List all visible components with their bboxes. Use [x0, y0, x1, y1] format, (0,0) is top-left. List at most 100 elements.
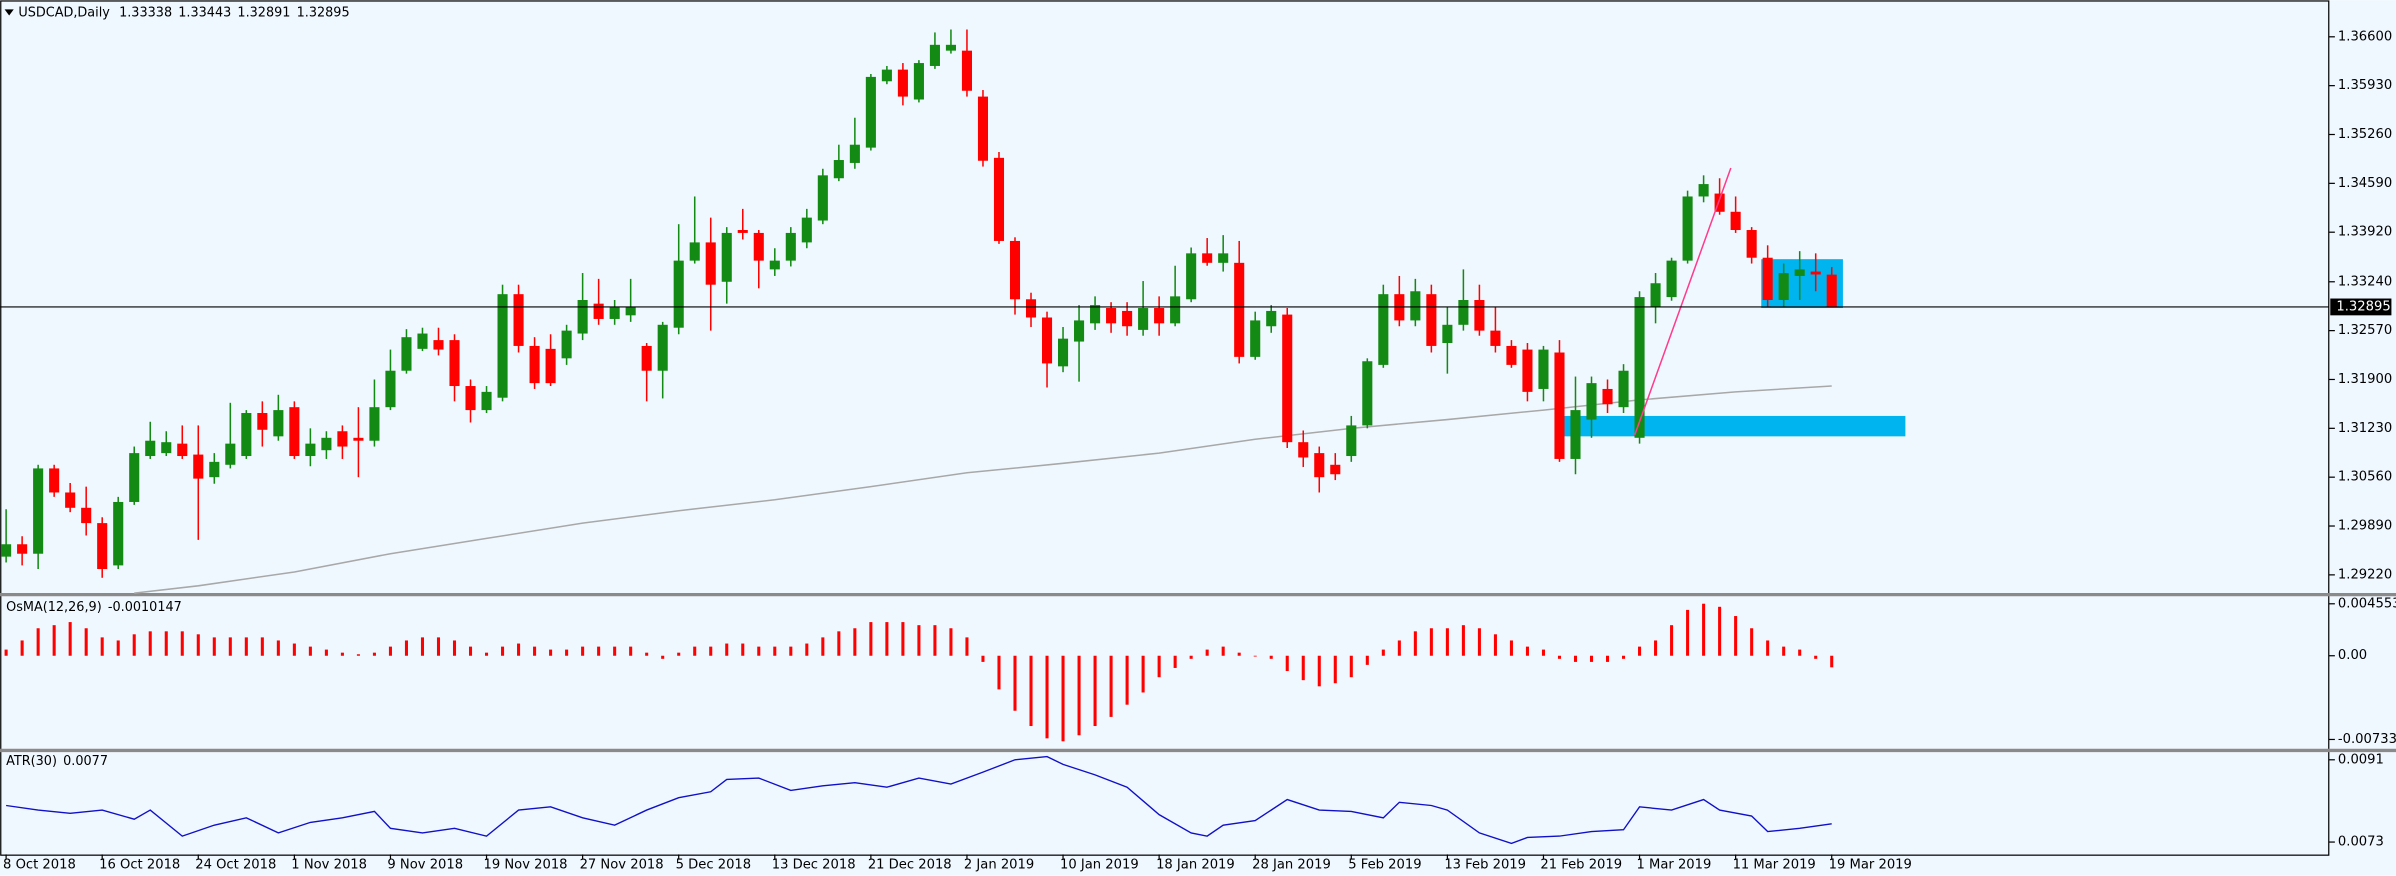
candle-body [1266, 310, 1277, 327]
osma-bar [1125, 655, 1129, 705]
candle-body [353, 437, 364, 441]
osma-bar [597, 646, 601, 656]
y-tick-label: 1.35930 [2338, 78, 2392, 93]
candle-body [1009, 240, 1021, 300]
osma-bar [1589, 655, 1594, 662]
candle-body [1314, 453, 1325, 478]
osma-bar [1541, 649, 1545, 656]
candle-body [17, 544, 28, 554]
osma-bar [805, 643, 809, 656]
osma-bar [1269, 655, 1273, 659]
osma-bar [1333, 655, 1337, 684]
current-price-label: 1.32895 [2336, 299, 2390, 314]
candle-body [1474, 300, 1485, 331]
candle-body [193, 454, 204, 479]
x-tick-label: 10 Jan 2019 [1060, 858, 1139, 873]
candle-body [609, 306, 620, 319]
candle-body [1650, 283, 1661, 307]
candle-body [945, 44, 956, 51]
osma-bar [292, 643, 296, 656]
candle-body [1794, 269, 1805, 276]
candle-body [241, 413, 252, 457]
candle-body [1602, 388, 1613, 405]
osma-bar [981, 655, 985, 662]
osma-bar [1622, 655, 1626, 659]
candle-body [81, 507, 92, 524]
candle-body [721, 232, 732, 282]
candle-body [833, 160, 844, 179]
x-tick-label: 27 Nov 2018 [580, 858, 664, 873]
close-value: 1.32895 [297, 5, 350, 20]
candle-body [1746, 230, 1757, 258]
price-header: USDCAD,Daily 1.33338 1.33443 1.32891 1.32895 [18, 5, 349, 20]
osma-bar [1638, 646, 1642, 656]
candle-body [913, 63, 924, 100]
candle-body [561, 330, 572, 359]
candle-body [1234, 262, 1245, 357]
candle-body [273, 410, 284, 437]
osma-bar [1573, 655, 1578, 662]
osma-bar [404, 640, 408, 656]
x-tick-label: 28 Jan 2019 [1252, 858, 1331, 873]
candle-body [1378, 294, 1389, 365]
osma-bar [1493, 634, 1497, 656]
moving-average [134, 385, 1832, 594]
osma-bar [853, 628, 857, 656]
y-tick-label: 0.00 [2338, 648, 2367, 663]
candle-body [289, 407, 300, 457]
candle-body [1346, 425, 1357, 457]
candle-body [1762, 257, 1773, 301]
osma-bar [1157, 655, 1161, 678]
osma-bar [1766, 640, 1770, 656]
candle-body [513, 294, 524, 346]
candle-body [1250, 320, 1261, 357]
osma-bar [773, 646, 777, 656]
candle-body [1170, 296, 1181, 324]
osma-bar [420, 637, 425, 656]
candle-body [1714, 193, 1725, 212]
x-tick-label: 8 Oct 2018 [3, 858, 76, 873]
candle-body [705, 242, 716, 285]
candle-body [337, 431, 348, 447]
osma-bar [68, 622, 72, 656]
candle-body [1458, 300, 1469, 325]
y-tick-label: -0.0073377 [2338, 732, 2396, 747]
candle-body [1202, 253, 1213, 263]
candle-body [401, 337, 412, 371]
osma-bar [709, 646, 713, 656]
osma-bar [581, 646, 585, 656]
candle-body [1538, 349, 1549, 389]
osma-bar [164, 631, 168, 656]
osma-value: -0.0010147 [108, 599, 182, 614]
osma-bar [1605, 655, 1610, 662]
candle-body [1730, 211, 1741, 231]
osma-bar [1077, 655, 1081, 736]
osma-bar [1814, 655, 1818, 659]
osma-bar [1173, 655, 1177, 668]
osma-bar [1413, 631, 1417, 656]
osma-bar [1045, 655, 1049, 739]
osma-bar [356, 654, 360, 656]
osma-bar [1509, 640, 1513, 656]
osma-bar [100, 637, 104, 656]
x-tick-label: 21 Dec 2018 [868, 858, 952, 873]
osma-bar [1525, 646, 1529, 656]
x-tick-label: 5 Dec 2018 [676, 858, 752, 873]
osma-bar [1830, 655, 1834, 668]
candle-body [1282, 314, 1293, 443]
atr-title: ATR(30) [6, 754, 57, 769]
y-tick-label: 1.34590 [2338, 176, 2392, 191]
osma-bar [917, 625, 921, 656]
candle-body [97, 523, 108, 570]
candle-body [1554, 352, 1565, 459]
candle-body [1, 544, 12, 557]
osma-bar [1029, 655, 1033, 727]
candle-body [1698, 184, 1709, 197]
y-tick-label: 1.36600 [2338, 29, 2392, 44]
osma-bar [228, 637, 232, 656]
x-tick-label: 13 Dec 2018 [772, 858, 856, 873]
candle-body [769, 260, 780, 270]
osma-bar [741, 643, 745, 656]
osma-bar [1141, 655, 1145, 693]
x-tick-label: 21 Feb 2019 [1540, 858, 1622, 873]
